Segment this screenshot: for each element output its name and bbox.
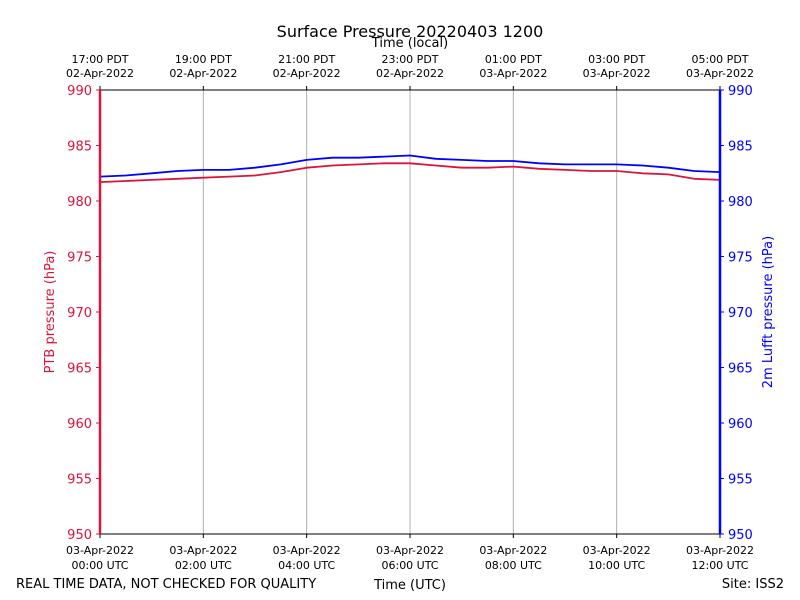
top-tick-label-time: 05:00 PDT xyxy=(691,53,748,66)
lufft-pressure-line xyxy=(99,154,721,178)
x-tick-label-time: 00:00 UTC xyxy=(71,559,128,572)
top-tick-label-time: 19:00 PDT xyxy=(175,53,232,66)
ptb-pressure-line xyxy=(99,162,721,183)
x-tick-label-date: 03-Apr-2022 xyxy=(273,544,341,557)
x-tick-label-time: 02:00 UTC xyxy=(175,559,232,572)
top-tick-label-date: 03-Apr-2022 xyxy=(583,67,651,80)
x-tick-label-date: 03-Apr-2022 xyxy=(686,544,754,557)
top-tick-label-date: 03-Apr-2022 xyxy=(686,67,754,80)
x-tick-label-time: 12:00 UTC xyxy=(691,559,748,572)
right-y-tick-label: 990 xyxy=(728,84,753,99)
left-y-tick-label: 980 xyxy=(67,195,92,210)
x-tick-label-date: 03-Apr-2022 xyxy=(169,544,237,557)
x-tick-label-time: 08:00 UTC xyxy=(485,559,542,572)
top-tick-label-date: 02-Apr-2022 xyxy=(376,67,444,80)
top-axis-label: Time (local) xyxy=(371,36,448,51)
bottom-axis-label: Time (UTC) xyxy=(373,578,446,593)
left-axis-label: PTB pressure (hPa) xyxy=(43,251,58,374)
left-y-tick-label: 965 xyxy=(67,362,92,377)
right-axis-label: 2m Lufft pressure (hPa) xyxy=(761,236,776,388)
right-y-tick-label: 970 xyxy=(728,306,753,321)
x-tick-label-date: 03-Apr-2022 xyxy=(583,544,651,557)
top-tick-label-date: 02-Apr-2022 xyxy=(66,67,134,80)
top-tick-label-time: 01:00 PDT xyxy=(485,53,542,66)
top-tick-label-date: 02-Apr-2022 xyxy=(169,67,237,80)
x-tick-label-date: 03-Apr-2022 xyxy=(479,544,547,557)
site-label: Site: ISS2 xyxy=(722,577,784,592)
left-y-tick-label: 970 xyxy=(67,306,92,321)
left-y-tick-label: 950 xyxy=(67,528,92,543)
left-y-tick-label: 990 xyxy=(67,84,92,99)
top-tick-label-time: 17:00 PDT xyxy=(71,53,128,66)
right-y-tick-label: 960 xyxy=(728,417,753,432)
x-tick-label-date: 03-Apr-2022 xyxy=(376,544,444,557)
x-tick-label-date: 03-Apr-2022 xyxy=(66,544,134,557)
quality-notice: REAL TIME DATA, NOT CHECKED FOR QUALITY xyxy=(16,577,316,592)
top-tick-label-time: 21:00 PDT xyxy=(278,53,335,66)
series-lines xyxy=(99,154,721,183)
left-y-tick-label: 955 xyxy=(67,473,92,488)
left-y-tick-label: 975 xyxy=(67,251,92,266)
x-tick-label-time: 04:00 UTC xyxy=(278,559,335,572)
right-y-tick-label: 985 xyxy=(728,140,753,155)
x-tick-label-time: 10:00 UTC xyxy=(588,559,645,572)
right-y-tick-label: 980 xyxy=(728,195,753,210)
right-y-tick-label: 965 xyxy=(728,362,753,377)
left-y-tick-label: 985 xyxy=(67,140,92,155)
top-tick-label-time: 03:00 PDT xyxy=(588,53,645,66)
grid-lines xyxy=(202,90,618,534)
top-tick-label-date: 02-Apr-2022 xyxy=(273,67,341,80)
axis-ticks: 03-Apr-2022 00:00 UTC 03-Apr-2022 02:00 UTC… xyxy=(66,53,754,572)
top-tick-label-date: 03-Apr-2022 xyxy=(479,67,547,80)
x-tick-label-time: 06:00 UTC xyxy=(381,559,438,572)
right-y-tick-label: 955 xyxy=(728,473,753,488)
right-y-tick-label: 975 xyxy=(728,251,753,266)
left-y-tick-label: 960 xyxy=(67,417,92,432)
chart-title: Surface Pressure 20220403 1200 xyxy=(277,22,544,41)
top-tick-label-time: 23:00 PDT xyxy=(381,53,438,66)
right-y-tick-label: 950 xyxy=(728,528,753,543)
